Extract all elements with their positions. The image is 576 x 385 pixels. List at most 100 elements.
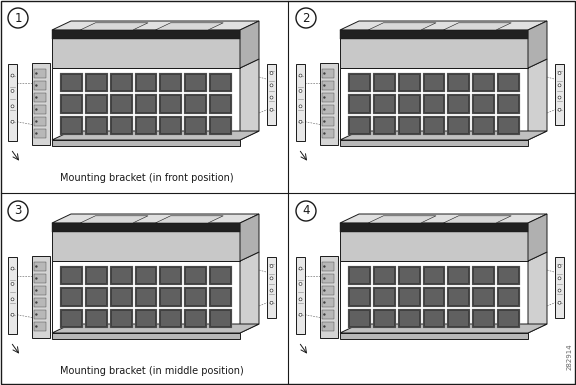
Polygon shape	[156, 23, 223, 30]
Polygon shape	[528, 59, 547, 140]
Circle shape	[11, 89, 14, 92]
Bar	[161, 290, 180, 305]
Bar	[211, 311, 230, 326]
Bar	[474, 290, 493, 305]
Bar	[425, 96, 444, 112]
Bar	[449, 118, 468, 133]
Polygon shape	[80, 23, 148, 30]
Bar	[87, 311, 106, 326]
Bar	[400, 96, 419, 112]
Bar	[350, 75, 369, 90]
Bar	[448, 116, 470, 135]
Bar	[373, 94, 396, 114]
Circle shape	[11, 313, 14, 316]
Bar	[499, 290, 518, 305]
Bar	[400, 75, 419, 90]
Bar	[474, 268, 493, 283]
Circle shape	[558, 108, 561, 111]
Bar	[62, 96, 81, 112]
Bar	[52, 30, 240, 39]
Bar	[209, 287, 232, 307]
Circle shape	[35, 132, 37, 135]
Circle shape	[35, 277, 37, 280]
Polygon shape	[240, 59, 259, 140]
Circle shape	[11, 74, 14, 77]
Bar	[161, 311, 180, 326]
Bar	[209, 266, 232, 285]
Bar	[296, 64, 305, 141]
Bar	[137, 118, 156, 133]
Bar	[137, 96, 156, 112]
Bar	[340, 30, 528, 39]
Bar	[211, 268, 230, 283]
Bar	[161, 96, 180, 112]
Bar	[449, 290, 468, 305]
Circle shape	[8, 201, 28, 221]
Bar	[375, 268, 394, 283]
Bar	[472, 287, 495, 307]
Bar	[322, 69, 334, 78]
Circle shape	[35, 72, 37, 75]
Circle shape	[299, 89, 302, 92]
Bar	[425, 75, 444, 90]
Bar	[34, 117, 46, 126]
Bar	[423, 116, 445, 135]
Bar	[474, 75, 493, 90]
Bar	[85, 94, 108, 114]
Bar	[52, 261, 240, 333]
Bar	[137, 290, 156, 305]
Bar	[211, 118, 230, 133]
Bar	[8, 64, 17, 141]
Bar	[373, 309, 396, 328]
Bar	[267, 257, 276, 318]
Bar	[209, 309, 232, 328]
Bar	[135, 266, 157, 285]
Bar	[449, 311, 468, 326]
Polygon shape	[52, 324, 259, 333]
Bar	[184, 266, 207, 285]
Text: 3: 3	[14, 204, 22, 218]
Circle shape	[323, 289, 325, 292]
Bar	[137, 75, 156, 90]
Bar	[397, 116, 420, 135]
Bar	[425, 268, 444, 283]
Circle shape	[35, 301, 37, 304]
Bar	[85, 287, 108, 307]
Bar	[135, 94, 157, 114]
Bar	[137, 268, 156, 283]
Bar	[135, 73, 157, 92]
Bar	[296, 257, 305, 334]
Bar	[497, 116, 520, 135]
Circle shape	[299, 105, 302, 108]
Circle shape	[270, 277, 273, 280]
Circle shape	[323, 277, 325, 280]
Polygon shape	[340, 131, 547, 140]
Circle shape	[558, 277, 561, 280]
Circle shape	[270, 96, 273, 99]
Bar	[160, 116, 182, 135]
Bar	[34, 129, 46, 138]
Circle shape	[558, 264, 561, 268]
Bar	[555, 64, 564, 125]
Bar	[375, 290, 394, 305]
Bar	[497, 73, 520, 92]
Bar	[340, 140, 528, 146]
Bar	[497, 266, 520, 285]
Bar	[400, 268, 419, 283]
Bar	[135, 116, 157, 135]
Bar	[375, 118, 394, 133]
Text: 4: 4	[302, 204, 310, 218]
Bar	[161, 75, 180, 90]
Bar	[112, 118, 131, 133]
Polygon shape	[240, 214, 259, 261]
Text: 1: 1	[14, 12, 22, 25]
Bar	[32, 63, 50, 145]
Bar	[52, 223, 240, 261]
Bar	[400, 290, 419, 305]
Bar	[52, 333, 240, 339]
Bar	[160, 266, 182, 285]
Circle shape	[270, 264, 273, 268]
Bar	[350, 290, 369, 305]
Circle shape	[558, 72, 561, 75]
Bar	[474, 96, 493, 112]
